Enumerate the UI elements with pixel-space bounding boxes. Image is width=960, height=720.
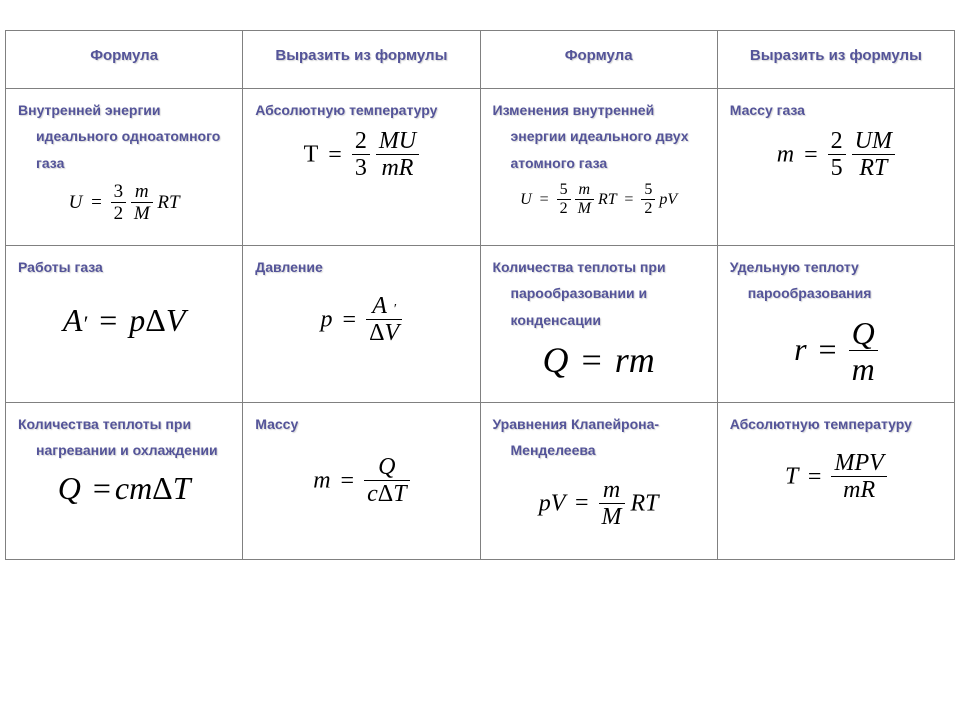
col-header: Выразить из формулы xyxy=(249,45,473,68)
cell-label: Массу xyxy=(271,411,473,438)
table-row: Внутренней энергии идеального одноатомно… xyxy=(6,88,955,245)
cell-label: Абсолютную температуру xyxy=(746,411,948,438)
cell-label: Внутренней энергии идеального одноатомно… xyxy=(34,97,236,177)
formula-table: Формула Выразить из формулы Формула Выра… xyxy=(5,30,955,560)
cell-label: Абсолютную температуру xyxy=(271,97,473,124)
formula: Q = rm xyxy=(487,339,711,381)
formula: m = 25 UMRT xyxy=(724,129,948,183)
formula: U = 52 mM RT = 52 pV xyxy=(487,182,711,218)
formula: T = MPVmR xyxy=(724,451,948,505)
cell-label: Количества теплоты при нагревании и охла… xyxy=(34,411,236,464)
col-header: Формула xyxy=(487,45,711,68)
formula: Q =cmΔT xyxy=(12,470,236,507)
col-header: Выразить из формулы xyxy=(724,45,948,68)
formula: r = Qm xyxy=(724,317,948,388)
formula: m = QcΔT xyxy=(249,455,473,509)
cell-label: Изменения внутренней энергии идеального … xyxy=(509,97,711,177)
cell-label: Массу газа xyxy=(746,97,948,124)
cell-label: Уравнения Клапейрона-Менделеева xyxy=(509,411,711,464)
formula: A′ = pΔV xyxy=(12,302,236,339)
table-row: Работы газа A′ = pΔV Давление p = A ′ΔV … xyxy=(6,245,955,402)
formula: U = 32 mM RT xyxy=(12,182,236,225)
cell-label: Удельную теплоту парообразования xyxy=(746,254,948,307)
table-row: Количества теплоты при нагревании и охла… xyxy=(6,402,955,559)
table-header: Формула Выразить из формулы Формула Выра… xyxy=(6,31,955,89)
cell-label: Работы газа xyxy=(34,254,236,281)
formula: p = A ′ΔV xyxy=(249,294,473,348)
formula: pV = mM RT xyxy=(487,478,711,532)
col-header: Формула xyxy=(12,45,236,68)
formula: T = 23 MUmR xyxy=(249,129,473,183)
cell-label: Давление xyxy=(271,254,473,281)
cell-label: Количества теплоты при парообразовании и… xyxy=(509,254,711,334)
